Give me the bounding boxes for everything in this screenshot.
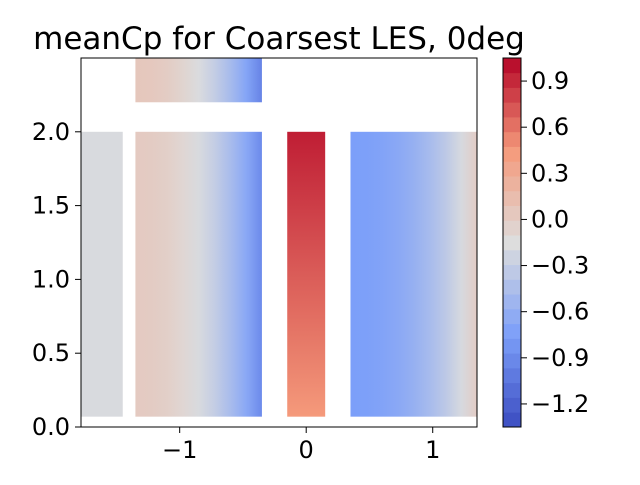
colorbar-level [503,131,521,147]
colorbar-level [503,249,521,266]
colorbar-level [503,412,521,428]
colorbar-tick-label: −1.2 [531,390,589,418]
colorbar-tick-label: 0.3 [531,159,569,187]
y-tick-label: 2.0 [32,118,70,146]
y-tick-label: 0.5 [32,339,70,367]
colorbar-level [503,102,521,118]
colorbar-tick-label: −0.9 [531,344,589,372]
colorbar-level [503,323,521,339]
y-tick-label: 0.0 [32,413,70,441]
region-upstream-zone [135,131,262,417]
colorbar: 0.9 0.6 0.3 0.0 −0.3 −0.6 −0.9 −1.2 [502,57,589,428]
colorbar-level [503,190,521,206]
colorbar-level [503,235,521,251]
y-axis: 0.0 0.5 1.0 1.5 2.0 [32,118,81,441]
colorbar-level [503,161,521,177]
colorbar-level [503,117,521,133]
region-top-strip [135,58,262,103]
colorbar-tick-label: −0.6 [531,298,589,326]
colorbar-level [503,279,521,295]
x-tick-label: −1 [162,436,197,464]
colorbar-level [503,146,521,162]
colorbar-level [503,220,521,236]
plot-regions [81,58,477,417]
colorbar-level [503,353,521,369]
colorbar-level [503,338,521,354]
plot-frame [80,57,478,428]
x-tick-label: 1 [425,436,440,464]
colorbar-level [503,397,521,413]
colorbar-level [503,367,521,384]
colorbar-level [503,58,521,74]
x-axis: −1 0 1 [162,427,440,464]
colorbar-level [503,294,521,310]
y-tick-label: 1.0 [32,265,70,293]
colorbar-level [503,308,521,325]
colorbar-level [503,72,521,88]
x-tick-label: 0 [299,436,314,464]
colorbar-level [503,205,521,221]
y-tick-label: 1.5 [32,192,70,220]
colorbar-level [503,87,521,103]
colorbar-tick-label: −0.3 [531,252,589,280]
chart-title: meanCp for Coarsest LES, 0deg [33,21,525,57]
colorbar-level [503,176,521,192]
region-left-strip [81,131,123,417]
region-center-column [287,131,326,417]
colorbar-level [503,382,521,398]
colorbar-level [503,264,521,280]
colorbar-tick-label: 0.9 [531,67,569,95]
region-downstream-zone [350,131,477,417]
colorbar-frame [502,57,522,428]
colorbar-tick-label: 0.6 [531,113,569,141]
colorbar-tick-label: 0.0 [531,205,569,233]
